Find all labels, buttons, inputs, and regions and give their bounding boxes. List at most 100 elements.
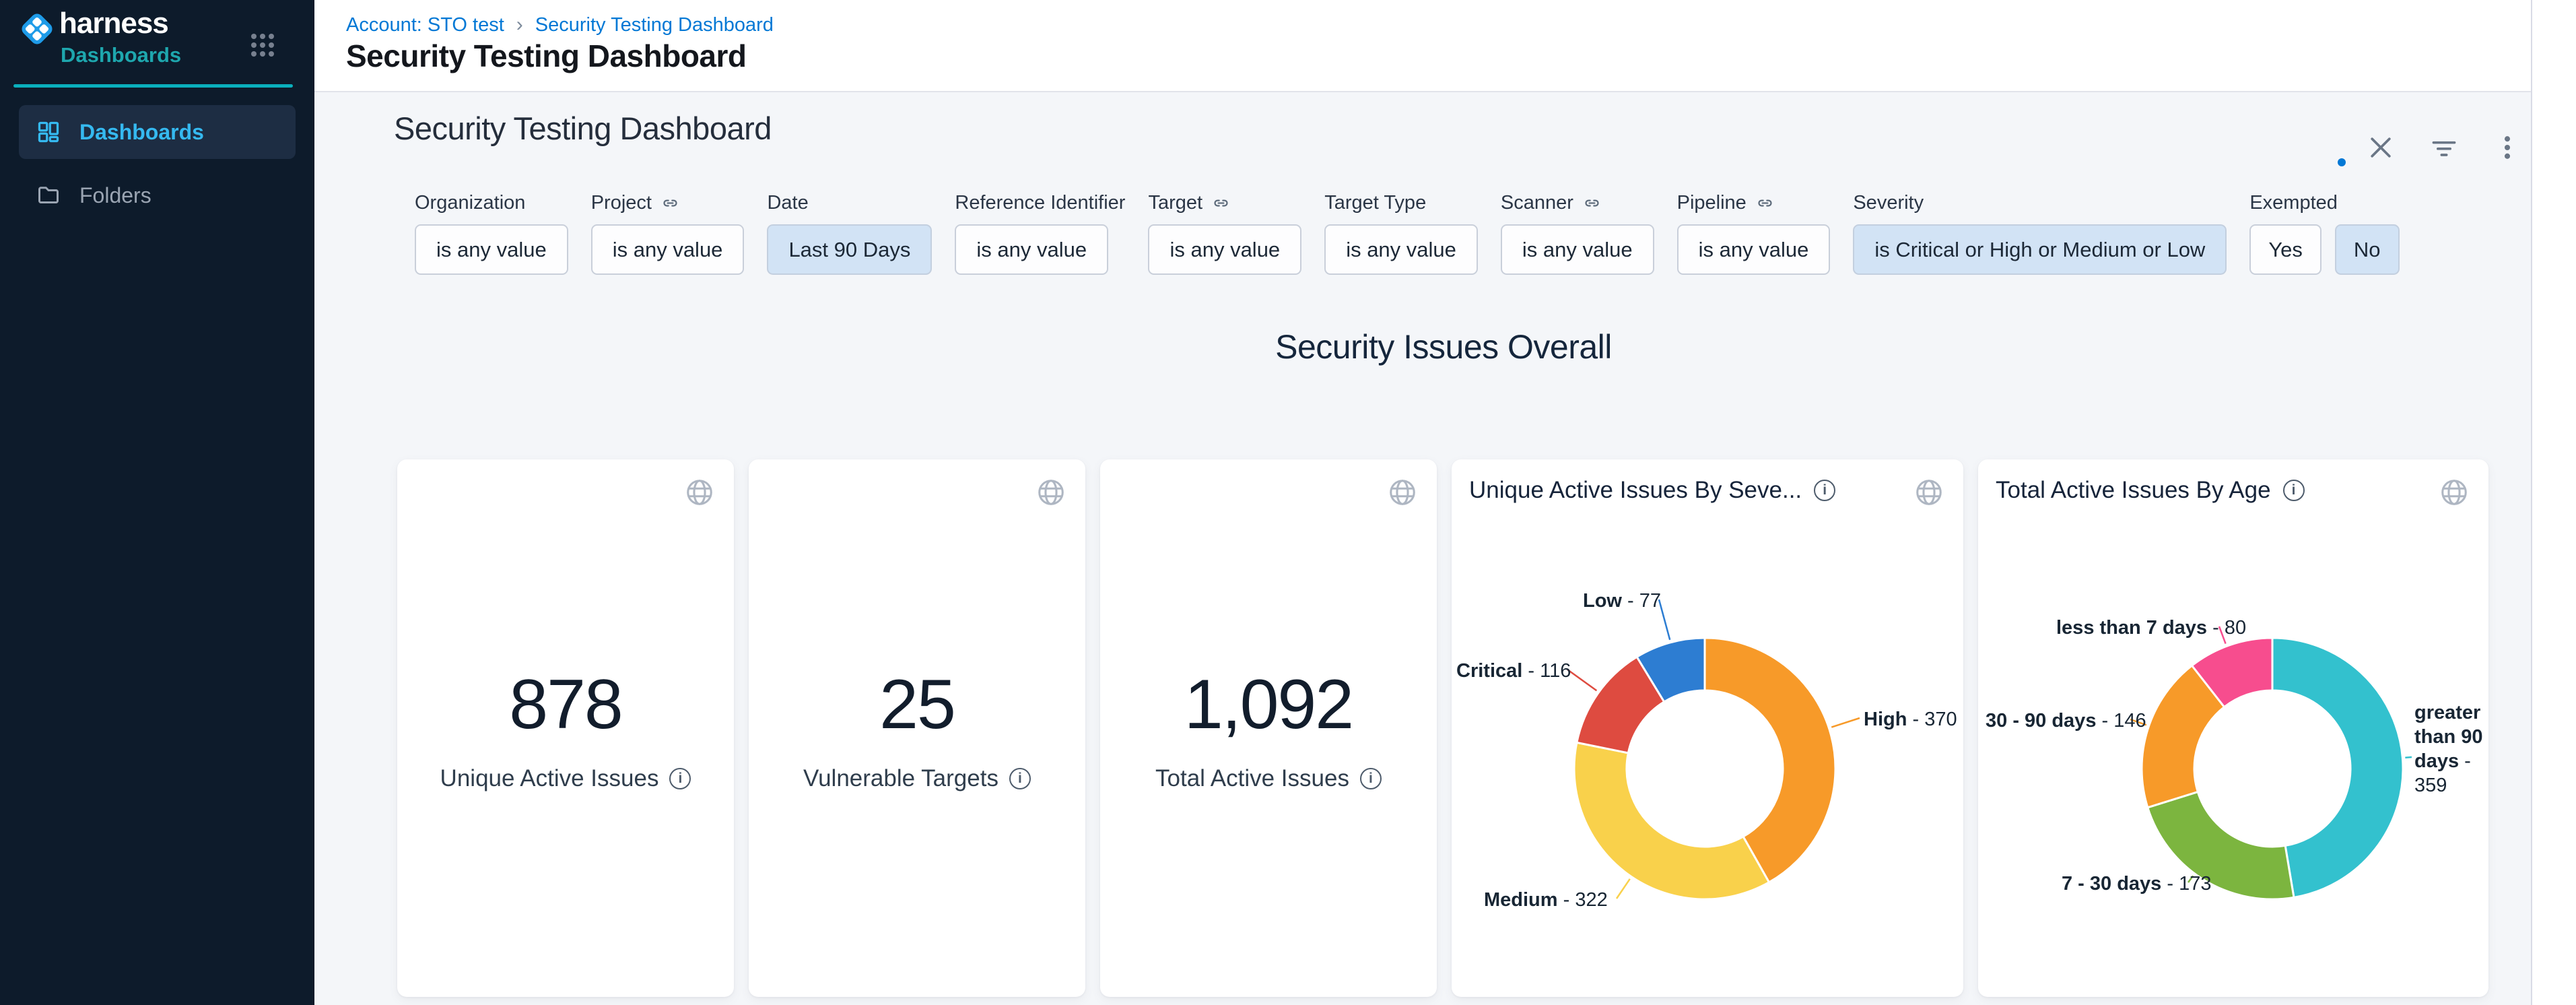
stat-label: Unique Active Issues: [440, 765, 659, 791]
globe-icon[interactable]: [1387, 477, 1418, 508]
globe-icon[interactable]: [1913, 477, 1944, 508]
filter-value[interactable]: is any value: [590, 224, 745, 275]
dashboard-header: Security Testing Dashboard: [314, 92, 2576, 166]
stat-label-row: Vulnerable Targets i: [803, 765, 1031, 792]
filter-value[interactable]: is any value: [1324, 224, 1478, 275]
section-title: Security Issues Overall: [1275, 328, 1612, 366]
donut-slice-label: Critical - 116: [1456, 660, 1571, 682]
filter-value[interactable]: is any value: [1676, 224, 1831, 275]
filter-label: Date: [767, 191, 809, 214]
link-icon: [1758, 199, 1772, 207]
filter-target-type: Target Type is any value: [1324, 192, 1478, 275]
folder-icon: [36, 183, 61, 207]
filter-exempted: Exempted Yes No: [2249, 191, 2400, 275]
breadcrumb-chevron-icon: ›: [516, 13, 523, 36]
filter-label: Reference Identifier: [955, 191, 1126, 214]
info-icon[interactable]: i: [1359, 767, 1382, 789]
donut-slice-label: less than 7 days - 80: [2056, 617, 2247, 639]
breadcrumb-dashboard-link[interactable]: Security Testing Dashboard: [535, 13, 774, 36]
filter-value[interactable]: is any value: [1148, 224, 1302, 275]
donut-labels: High - 370 Medium - 322 Critical - 116 Low …: [1452, 459, 1963, 997]
filter-scanner: Scanner is any value: [1500, 192, 1654, 275]
cards-row: 878 Unique Active Issues i 25 Vulnerable…: [397, 459, 2576, 997]
page-title: Security Testing Dashboard: [346, 38, 747, 73]
donut-chart-severity: [1567, 599, 1860, 901]
filter-value[interactable]: is any value: [1500, 224, 1654, 275]
stat-value: 878: [509, 665, 623, 744]
sidebar-item-dashboards[interactable]: Dashboards: [19, 105, 296, 159]
info-icon[interactable]: i: [1814, 480, 1836, 501]
filter-label: Target Type: [1324, 191, 1427, 214]
globe-icon[interactable]: [1036, 477, 1066, 508]
filter-value[interactable]: Last 90 Days: [767, 224, 933, 275]
donut-slice-label: High - 370: [1864, 709, 1957, 730]
dashboard-title: Security Testing Dashboard: [394, 110, 772, 146]
top-header: Account: STO test › Security Testing Das…: [314, 0, 2576, 92]
close-icon[interactable]: [2338, 133, 2396, 166]
cursor-dot: [2338, 158, 2346, 166]
filter-target: Target is any value: [1148, 192, 1302, 275]
filter-label: Severity: [1853, 191, 1924, 214]
exempted-options: Yes No: [2249, 224, 2400, 275]
filter-value[interactable]: is Critical or High or Medium or Low: [1853, 224, 2227, 275]
dashboard-toolbar: [2338, 133, 2522, 166]
main-area: Account: STO test › Security Testing Das…: [314, 0, 2576, 1005]
filter-reference-identifier: Reference Identifier is any value: [955, 192, 1125, 275]
filter-value[interactable]: is any value: [955, 224, 1109, 275]
sidebar-nav: Dashboards Folders: [0, 86, 314, 222]
stat-label: Total Active Issues: [1155, 765, 1349, 791]
logo-text: harness: [59, 7, 169, 40]
link-icon: [1585, 199, 1599, 207]
filter-label: Target: [1148, 192, 1301, 214]
filter-project: Project is any value: [590, 192, 745, 275]
filter-label: Exempted: [2249, 191, 2338, 214]
breadcrumb-account-link[interactable]: Account: STO test: [346, 13, 504, 36]
stat-card: 878 Unique Active Issues i: [397, 459, 734, 997]
filter-label: Scanner: [1501, 192, 1654, 214]
globe-icon[interactable]: [2439, 477, 2470, 508]
sidebar-divider: [13, 84, 293, 88]
filter-icon[interactable]: [2429, 133, 2459, 162]
sidebar-header: harness Dashboards: [0, 0, 314, 86]
info-icon[interactable]: i: [1009, 767, 1031, 789]
globe-icon[interactable]: [684, 477, 715, 508]
sidebar-item-folders[interactable]: Folders: [19, 168, 296, 222]
donut-slice-label: Low - 77: [1583, 590, 1662, 612]
filter-organization: Organization is any value: [415, 192, 568, 275]
filter-value[interactable]: is any value: [415, 224, 568, 275]
dashboard-content: Security Testing Dashboard: [314, 92, 2576, 1005]
chart-title: Total Active Issues By Age: [1996, 477, 2271, 503]
chart-card-severity: Unique Active Issues By Seve... i High -…: [1452, 459, 1963, 997]
stat-label: Vulnerable Targets: [803, 765, 998, 791]
filter-label: Pipeline: [1677, 192, 1831, 214]
scrollbar-track[interactable]: [2531, 0, 2576, 1005]
donut-slice-label: Medium - 322: [1484, 889, 1608, 911]
chart-card-age: Total Active Issues By Age i greater tha…: [1978, 459, 2488, 997]
stat-label-row: Unique Active Issues i: [440, 765, 691, 792]
more-menu-icon[interactable]: [2493, 133, 2522, 162]
donut-labels: greater than 90 days - 359 7 - 30 days - …: [1978, 459, 2488, 997]
donut-chart-age: [2130, 626, 2412, 901]
filter-label: Organization: [415, 191, 526, 214]
donut-slice-label: 30 - 90 days - 146: [1986, 710, 2146, 732]
chart-title: Unique Active Issues By Seve...: [1469, 477, 1802, 503]
app-grid-icon[interactable]: [248, 31, 277, 59]
filter-bar: Organization is any value Project is any…: [415, 192, 2549, 275]
filter-label: Project: [591, 192, 745, 214]
exempted-no-button[interactable]: No: [2334, 224, 2400, 275]
exempted-yes-button[interactable]: Yes: [2249, 224, 2321, 275]
filter-date: Date Last 90 Days: [767, 191, 933, 275]
donut-slice-label: greater than 90 days - 359: [2414, 702, 2483, 796]
sidebar: harness Dashboards: [0, 0, 314, 1005]
info-icon[interactable]: i: [2282, 480, 2305, 501]
donut-slice-label: 7 - 30 days - 173: [2062, 873, 2212, 895]
harness-logo-icon: [18, 9, 57, 48]
stat-card: 1,092 Total Active Issues i: [1100, 459, 1437, 997]
stat-value: 1,092: [1184, 665, 1354, 744]
filter-pipeline: Pipeline is any value: [1676, 192, 1831, 275]
stat-value: 25: [879, 665, 956, 744]
filter-severity: Severity is Critical or High or Medium o…: [1853, 192, 2227, 275]
sidebar-item-label: Dashboards: [79, 119, 204, 144]
info-icon[interactable]: i: [669, 767, 691, 789]
